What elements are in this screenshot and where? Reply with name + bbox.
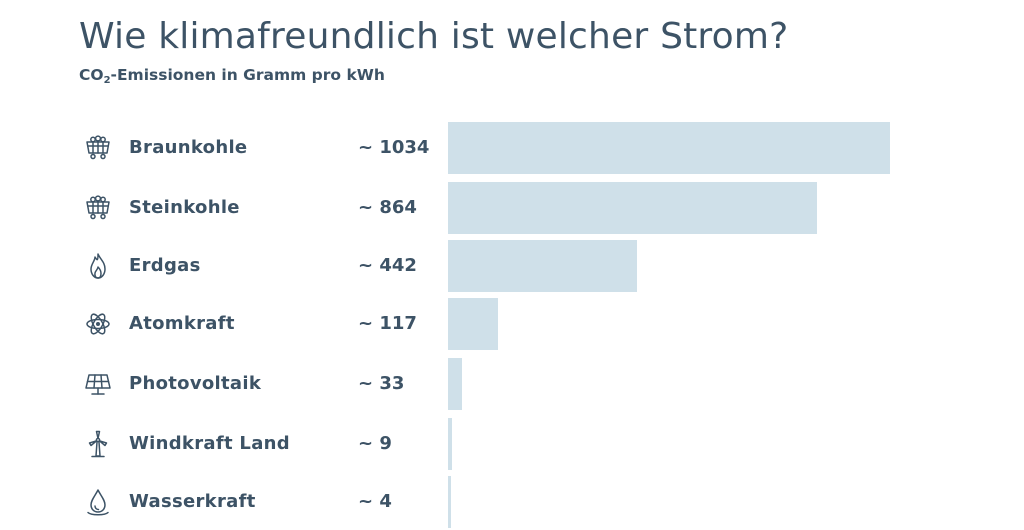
category-label: Windkraft Land [129,433,290,454]
value-label: ~ 117 [358,313,417,334]
chart-row: Windkraft Land ~ 9 [0,418,1024,470]
value-label: ~ 33 [358,373,405,394]
solar-panel-icon [83,369,113,399]
category-label: Steinkohle [129,197,240,218]
value-label: ~ 864 [358,197,417,218]
value-label: ~ 4 [358,491,392,512]
subtitle-subscript-2: 2 [103,75,111,86]
category-label: Erdgas [129,255,201,276]
subtitle-co: CO [79,66,104,84]
category-label: Atomkraft [129,313,235,334]
bar [448,182,817,234]
category-label: Photovoltaik [129,373,262,394]
chart-row: Steinkohle ~ 864 [0,182,1024,234]
subtitle-suffix: -Emissionen in Gramm pro kWh [110,66,385,84]
bar [448,298,498,350]
water-drop-icon [83,487,113,517]
coal-wagon-icon [83,133,113,163]
chart-row: Photovoltaik ~ 33 [0,358,1024,410]
chart-row: Braunkohle ~ 1034 [0,122,1024,174]
bar [448,122,890,174]
bar [448,418,452,470]
value-label: ~ 9 [358,433,392,454]
category-label: Wasserkraft [129,491,256,512]
wind-turbine-icon [83,429,113,459]
chart-subtitle: CO2-Emissionen in Gramm pro kWh [79,66,385,86]
chart-title: Wie klimafreundlich ist welcher Strom? [79,16,789,57]
value-label: ~ 442 [358,255,417,276]
coal-wagon-icon [83,193,113,223]
chart-row: Atomkraft ~ 117 [0,298,1024,350]
bar [448,476,451,528]
chart-row: Erdgas ~ 442 [0,240,1024,292]
category-label: Braunkohle [129,137,248,158]
value-label: ~ 1034 [358,137,430,158]
atom-icon [83,309,113,339]
bar [448,240,637,292]
flame-icon [83,251,113,281]
chart-row: Wasserkraft ~ 4 [0,476,1024,528]
bar [448,358,462,410]
